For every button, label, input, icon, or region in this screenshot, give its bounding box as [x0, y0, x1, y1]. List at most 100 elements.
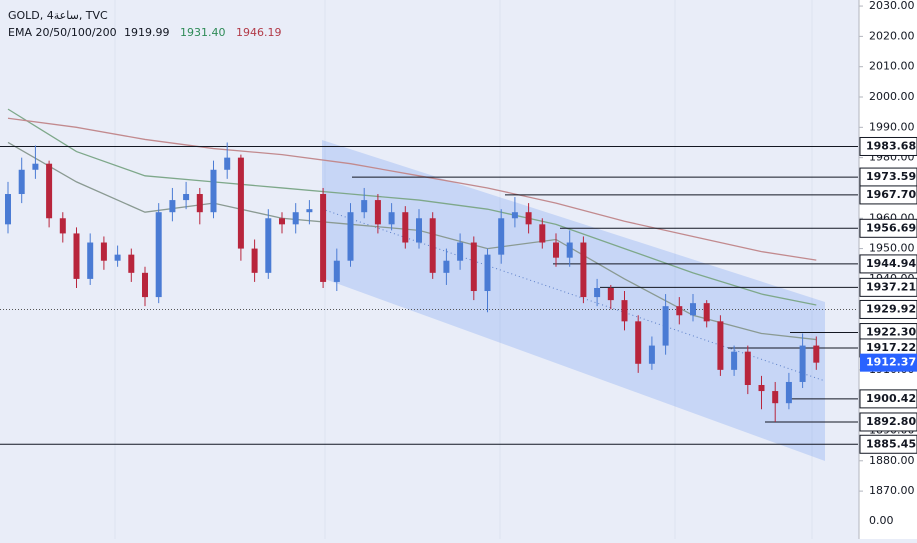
candle-body: [511, 212, 518, 219]
candle-body: [265, 218, 272, 273]
candle-body: [731, 351, 738, 370]
level-label-box: [859, 412, 917, 432]
candle-body: [87, 242, 94, 279]
plot: [0, 108, 858, 461]
level-label-box: [859, 277, 917, 297]
candle-body: [237, 157, 244, 249]
level-label: 1917.22: [866, 341, 916, 354]
candle-body: [744, 351, 751, 385]
candle-body: [32, 163, 39, 170]
y-tick-label: 1880.00: [869, 454, 915, 467]
y-tick-label: 1870.00: [869, 484, 915, 497]
candle-body: [717, 321, 724, 370]
axis-extra-label: 0.00: [869, 514, 894, 527]
candle-body: [374, 200, 381, 225]
candle-body: [484, 254, 491, 292]
candle-body: [703, 303, 710, 322]
candle-body: [676, 306, 683, 316]
candle-body: [443, 260, 450, 273]
candle-body: [320, 194, 327, 282]
candle-body: [772, 391, 779, 404]
candle-body: [347, 212, 354, 261]
level-label-box: [859, 434, 917, 454]
candle-body: [525, 212, 532, 225]
candle-body: [388, 212, 395, 225]
level-label: 1892.80: [866, 415, 916, 428]
candle-body: [553, 242, 559, 258]
candle-body: [306, 209, 313, 213]
y-tick-label: 2030.00: [869, 0, 915, 12]
candle-body: [18, 169, 25, 195]
candle-body: [5, 194, 11, 225]
level-label-box: [859, 218, 917, 238]
candle-body: [470, 242, 477, 292]
y-tick-label: 1950.00: [869, 242, 915, 255]
indicator-label: EMA 20/50/100/200: [8, 26, 117, 39]
level-label: 1922.30: [866, 326, 916, 339]
ema-line: [7, 108, 817, 306]
candle-body: [566, 242, 573, 258]
candle-body: [73, 233, 80, 279]
legend: 1919.99 1931.40 1946.19: [124, 26, 282, 39]
candle-body: [128, 254, 135, 273]
candle-body: [813, 345, 820, 363]
y-tick-label: 2020.00: [869, 29, 915, 42]
level-label-box: [859, 389, 917, 409]
candle-body: [662, 306, 669, 346]
candle-body: [621, 300, 628, 322]
candle-body: [169, 200, 176, 213]
level-label: 1900.42: [866, 392, 916, 405]
level-label: 1973.59: [866, 170, 916, 183]
candle-body: [196, 194, 203, 213]
candle-body: [416, 218, 422, 243]
y-tick-label: 2010.00: [869, 60, 915, 73]
ema-line: [7, 117, 817, 261]
legend-value: 1946.19: [236, 26, 282, 39]
candle-body: [46, 163, 53, 219]
candle-body: [457, 242, 464, 261]
level-label: 1885.45: [866, 437, 916, 450]
candle-body: [498, 218, 505, 255]
candle-body: [607, 287, 614, 301]
axis-labels: 2030.002020.002010.002000.001990.001980.…: [859, 0, 917, 527]
candle-body: [539, 224, 546, 243]
level-label: 1929.92: [866, 302, 916, 315]
candle-body: [100, 242, 107, 261]
legend-value: 1919.99: [124, 26, 170, 39]
candle-body: [758, 385, 765, 392]
candle-body: [210, 169, 217, 213]
candle-body: [279, 218, 285, 225]
candle-body: [785, 381, 792, 404]
candle-body: [690, 303, 696, 316]
candle-body: [292, 212, 299, 225]
candle-body: [251, 248, 258, 273]
level-label-box: [859, 299, 917, 319]
candle-body: [155, 212, 162, 298]
level-label: 1967.70: [866, 188, 916, 201]
candle-body: [361, 200, 368, 213]
channel: [322, 140, 825, 461]
chart-title: GOLD, 4ساعة, TVC: [8, 9, 108, 22]
level-label-box: [859, 136, 917, 156]
candle-body: [799, 345, 806, 382]
y-tick-label: 2000.00: [869, 90, 915, 103]
legend-value: 1931.40: [180, 26, 226, 39]
candle-body: [114, 254, 121, 261]
candle-body: [333, 260, 340, 282]
level-label-box: [859, 254, 917, 274]
last-price-box: [860, 353, 917, 372]
candle-body: [429, 218, 436, 273]
candle-body: [59, 218, 66, 234]
last-price-label: 1912.37: [866, 356, 916, 369]
candle-body: [142, 272, 148, 298]
candle-body: [224, 157, 231, 170]
level-label: 1944.94: [866, 257, 916, 270]
candle-body: [635, 321, 642, 364]
y-tick-label: 1990.00: [869, 120, 915, 133]
level-label: 1956.69: [866, 221, 916, 234]
candle-body: [580, 242, 587, 298]
level-label-box: [859, 185, 917, 205]
candle-body: [594, 287, 601, 298]
